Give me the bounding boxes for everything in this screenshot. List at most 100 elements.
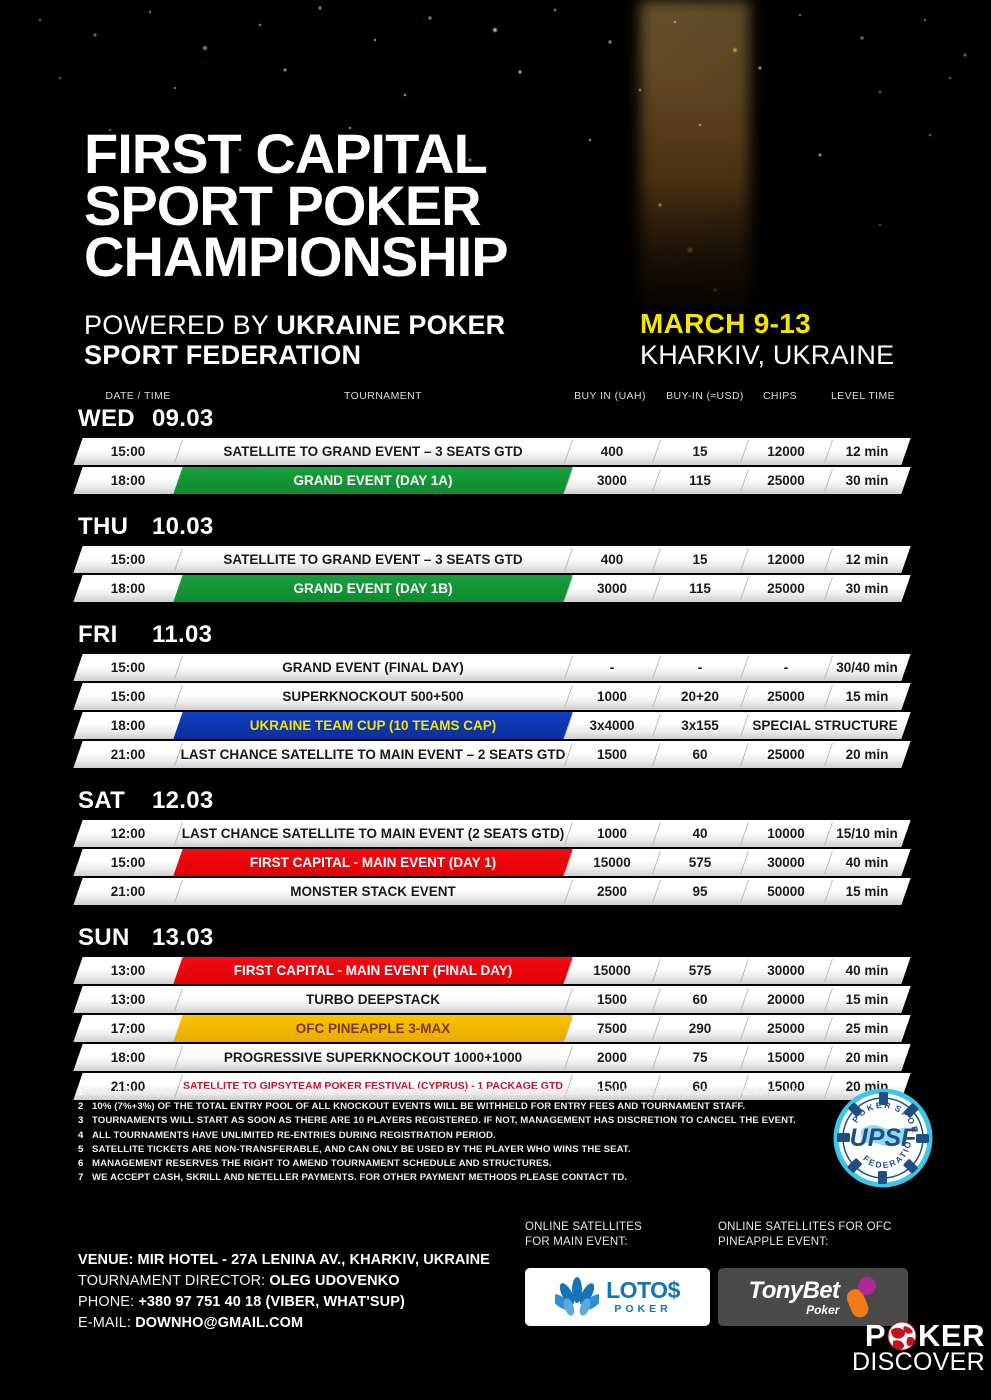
footnote-number: 6: [78, 1158, 84, 1170]
cell-level-time: 20 min: [845, 747, 889, 762]
cell-chips: 10000: [767, 826, 805, 841]
cell-buyin-usd: 75: [692, 1050, 708, 1065]
director-value: OLEG UDOVENKO: [269, 1273, 400, 1289]
footnote-number: 4: [78, 1129, 84, 1141]
footnote-text: WE ACCEPT CASH, SKRILL AND NETELLER PAYM…: [92, 1172, 628, 1184]
day-weekday: SAT: [78, 787, 126, 814]
table-row[interactable]: 21:00 LAST CHANCE SATELLITE TO MAIN EVENT…: [0, 741, 991, 768]
cell-level-time: 30/40 min: [836, 660, 898, 675]
cell-chips: 30000: [767, 963, 805, 978]
footnote-text: MANAGEMENT RESERVES THE RIGHT TO AMEND T…: [92, 1158, 552, 1170]
cell-buyin-uah: 3000: [596, 473, 628, 488]
tonybet-subtitle: Poker: [806, 1302, 840, 1317]
table-row[interactable]: FIRST CAPITAL - MAIN EVENT (DAY 1) 15:00 1…: [0, 849, 991, 876]
cell-chips: 25000: [767, 747, 805, 762]
table-row[interactable]: 15:00 SATELLITE TO GRAND EVENT – 3 SEATS …: [0, 438, 991, 465]
cell-time: 15:00: [110, 689, 146, 704]
tournament-name: PROGRESSIVE SUPERKNOCKOUT 1000+1000: [223, 1050, 523, 1065]
cell-buyin-uah: 1500: [596, 747, 628, 762]
footnote-text: SATELLITE TICKETS ARE NON-TRANSFERABLE, …: [92, 1143, 631, 1155]
cell-buyin-usd: 60: [692, 1079, 708, 1094]
cell-buyin-usd: 15: [692, 552, 708, 567]
main-caption-line-2: FOR MAIN EVENT:: [525, 1235, 628, 1248]
phone-label: PHONE:: [78, 1294, 139, 1310]
tournament-name: SATELLITE TO GIPSYTEAM POKER FESTIVAL (C…: [183, 1080, 563, 1092]
cell-time: 15:00: [110, 444, 146, 459]
day-date: 11.03: [152, 621, 213, 648]
table-row[interactable]: 13:00 TURBO DEEPSTACK 1500 60 20000 15 min: [0, 986, 991, 1013]
table-row[interactable]: 15:00 SATELLITE TO GRAND EVENT – 3 SEATS …: [0, 546, 991, 573]
tournament-name: SATELLITE TO GRAND EVENT – 3 SEATS GTD: [223, 552, 523, 567]
tonybet-poker-logo[interactable]: TonyBet Poker: [718, 1268, 908, 1326]
cell-chips: -: [783, 660, 789, 675]
table-row[interactable]: 12:00 LAST CHANCE SATELLITE TO MAIN EVENT…: [0, 820, 991, 847]
table-row[interactable]: FIRST CAPITAL - MAIN EVENT (FINAL DAY) 13…: [0, 957, 991, 984]
day-date: 12.03: [152, 787, 214, 814]
venue-line: VENUE: MIR HOTEL - 27A LENINA AV., KHARK…: [78, 1252, 490, 1268]
tournament-name: OFC PINEAPPLE 3-MAX: [295, 1021, 451, 1036]
footnote-number: 5: [78, 1143, 84, 1155]
day-weekday: THU: [78, 513, 129, 540]
table-row[interactable]: 21:00 MONSTER STACK EVENT 2500 95 50000 15 mi…: [0, 878, 991, 905]
column-header-chips: CHIPS: [762, 390, 798, 402]
row-cells: GRAND EVENT (DAY 1A) 18:00 3000 115 25000 30 …: [78, 467, 906, 494]
ofc-caption-line-2: PINEAPPLE EVENT:: [718, 1235, 829, 1248]
row-cells: 15:00 GRAND EVENT (FINAL DAY) - - - 30/40 min: [78, 654, 906, 681]
powered-by-text: POWERED BY UKRAINE POKER SPORT FEDERATIO…: [84, 310, 505, 370]
tonybet-wordmark: TonyBet: [748, 1276, 841, 1304]
row-cells: 13:00 TURBO DEEPSTACK 1500 60 20000 15 min: [78, 986, 906, 1013]
column-header-buyin-uah: BUY IN (UAH): [574, 390, 646, 402]
day-weekday: WED: [78, 405, 135, 432]
page-title: FIRST CAPITAL SPORT POKER CHAMPIONSHIP: [84, 126, 509, 285]
row-highlight-banner: OFC PINEAPPLE 3-MAX: [173, 1015, 573, 1042]
cell-time: 18:00: [110, 718, 146, 733]
table-row[interactable]: OFC PINEAPPLE 3-MAX 17:00 7500 290 25000 25 m…: [0, 1015, 991, 1042]
cell-level-time: 20 min: [845, 1050, 889, 1065]
upsf-federation-badge: UPSF POKER SPORT FEDERATION: [829, 1080, 933, 1188]
row-cells: 15:00 SATELLITE TO GRAND EVENT – 3 SEATS …: [78, 546, 906, 573]
cell-chips: 30000: [767, 855, 805, 870]
table-row[interactable]: UKRAINE TEAM CUP (10 TEAMS CAP) 18:00 3x40…: [0, 712, 991, 739]
table-row[interactable]: 15:00 SUPERKNOCKOUT 500+500 1000 20+20 25000…: [0, 683, 991, 710]
row-cells: 21:00 MONSTER STACK EVENT 2500 95 50000 15 mi…: [78, 878, 906, 905]
day-weekday: FRI: [78, 621, 118, 648]
cell-time: 13:00: [110, 963, 146, 978]
cell-buyin-usd: -: [697, 660, 703, 675]
table-row[interactable]: 18:00 PROGRESSIVE SUPERKNOCKOUT 1000+1000…: [0, 1044, 991, 1071]
row-cells: 18:00 PROGRESSIVE SUPERKNOCKOUT 1000+1000…: [78, 1044, 906, 1071]
day-date: 13.03: [152, 924, 214, 951]
row-cells: OFC PINEAPPLE 3-MAX 17:00 7500 290 25000 25 m…: [78, 1015, 906, 1042]
column-header-level-time: LEVEL TIME: [830, 390, 896, 402]
event-dates: MARCH 9-13: [640, 308, 812, 339]
footnote-number: 1: [78, 1087, 84, 1098]
tournament-name: SUPERKNOCKOUT 500+500: [282, 689, 464, 704]
cell-buyin-uah: 1500: [596, 992, 628, 1007]
powered-prefix: POWERED BY: [84, 310, 277, 340]
table-row[interactable]: GRAND EVENT (DAY 1A) 18:00 3000 115 25000 30 …: [0, 467, 991, 494]
tournament-name: UKRAINE TEAM CUP (10 TEAMS CAP): [249, 718, 497, 733]
director-line: TOURNAMENT DIRECTOR: OLEG UDOVENKO: [78, 1271, 490, 1292]
cell-time: 12:00: [110, 826, 146, 841]
tournament-name: FIRST CAPITAL - MAIN EVENT (FINAL DAY): [233, 963, 513, 978]
row-highlight-banner: UKRAINE TEAM CUP (10 TEAMS CAP): [173, 712, 573, 739]
cell-level-time: 15 min: [845, 884, 889, 899]
table-row[interactable]: 15:00 GRAND EVENT (FINAL DAY) - - - 30/40 min: [0, 654, 991, 681]
cell-level-time: 25 min: [845, 1021, 889, 1036]
lotos-poker-logo[interactable]: LOTO$ POKER: [525, 1268, 710, 1326]
globe-icon: [887, 1321, 917, 1350]
row-cells: 12:00 LAST CHANCE SATELLITE TO MAIN EVENT…: [78, 820, 906, 847]
pokerdiscover-logo[interactable]: P KER DISCOVER: [833, 1320, 985, 1375]
cell-buyin-uah: 3x4000: [589, 718, 635, 733]
email-line: E-MAIL: DOWNHO@GMAIL.COM: [78, 1313, 490, 1334]
day-date: 09.03: [152, 405, 214, 432]
footnote-number: 7: [78, 1172, 84, 1184]
table-row[interactable]: GRAND EVENT (DAY 1B) 18:00 3000 115 25000 30 …: [0, 575, 991, 602]
cell-level-time: 30 min: [845, 473, 889, 488]
director-label: TOURNAMENT DIRECTOR:: [78, 1273, 270, 1289]
cell-buyin-uah: 1000: [596, 826, 628, 841]
footnote-item: 2 10% (7%+3%) OF THE TOTAL ENTRY POOL OF …: [78, 1100, 798, 1114]
footnote-item: 4 ALL TOURNAMENTS HAVE UNLIMITED RE-ENTRI…: [78, 1129, 798, 1143]
ofc-satellites-caption: ONLINE SATELLITES FOR OFC PINEAPPLE EVEN…: [718, 1220, 892, 1249]
ofc-caption-line-1: ONLINE SATELLITES FOR OFC: [718, 1221, 892, 1233]
footnote-item: 7 WE ACCEPT CASH, SKRILL AND NETELLER PAY…: [78, 1171, 798, 1185]
